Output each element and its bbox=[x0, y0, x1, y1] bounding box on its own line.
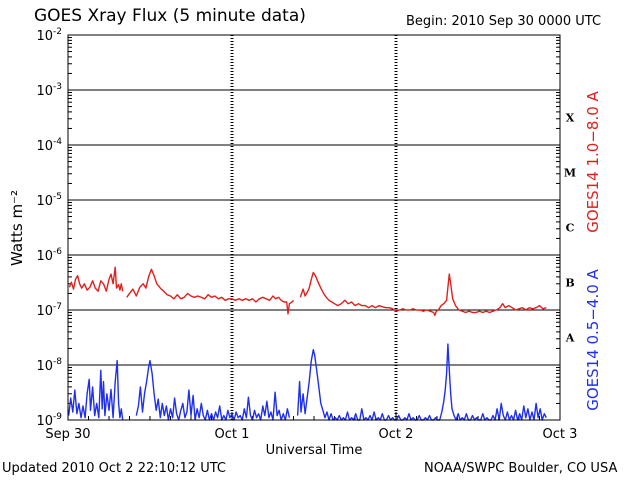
y-tick-labels: 10-2 10-3 10-4 10-5 10-6 10-7 10-8 10-9 bbox=[36, 27, 62, 429]
y-tick-label: 10-4 bbox=[36, 137, 62, 154]
updated-timestamp: Updated 2010 Oct 2 22:10:12 UTC bbox=[2, 461, 226, 476]
flare-class-labels: X M C B A bbox=[564, 112, 576, 345]
flare-class-x: X bbox=[566, 112, 575, 125]
x-tick-labels: Sep 30 Oct 1 Oct 2 Oct 3 bbox=[45, 427, 577, 442]
x-axis-label: Universal Time bbox=[266, 443, 363, 458]
series-short-line bbox=[68, 343, 547, 421]
begin-time: Begin: 2010 Sep 30 0000 UTC bbox=[406, 14, 602, 29]
y-tick-label: 10-3 bbox=[36, 82, 62, 99]
x-tick-label: Sep 30 bbox=[45, 427, 90, 442]
y-tick-label: 10-7 bbox=[36, 302, 62, 319]
y-tick-label: 10-2 bbox=[36, 27, 62, 44]
flare-class-a: A bbox=[565, 332, 575, 345]
flare-class-c: C bbox=[566, 222, 575, 235]
series-long-line bbox=[68, 266, 547, 316]
y-tick-label: 10-6 bbox=[36, 247, 62, 264]
grid bbox=[68, 34, 560, 421]
flare-class-b: B bbox=[565, 277, 574, 290]
legend-series-short: GOES14 0.5−4.0 A bbox=[584, 268, 602, 410]
agency-credit: NOAA/SWPC Boulder, CO USA bbox=[424, 461, 618, 476]
y-tick-label: 10-5 bbox=[36, 192, 62, 209]
flare-class-m: M bbox=[564, 167, 576, 180]
y-axis-label: Watts m⁻² bbox=[8, 190, 26, 266]
x-tick-label: Oct 3 bbox=[543, 427, 578, 442]
y-tick-label: 10-8 bbox=[36, 357, 62, 374]
y-tick-label: 10-9 bbox=[36, 412, 62, 429]
plot-frame bbox=[67, 34, 561, 421]
x-tick-label: Oct 1 bbox=[215, 427, 250, 442]
data-series bbox=[68, 266, 547, 421]
axis-ticks bbox=[67, 37, 561, 420]
x-tick-label: Oct 2 bbox=[379, 427, 414, 442]
chart-title: GOES Xray Flux (5 minute data) bbox=[34, 6, 306, 26]
legend-series-long: GOES14 1.0−8.0 A bbox=[584, 90, 602, 232]
